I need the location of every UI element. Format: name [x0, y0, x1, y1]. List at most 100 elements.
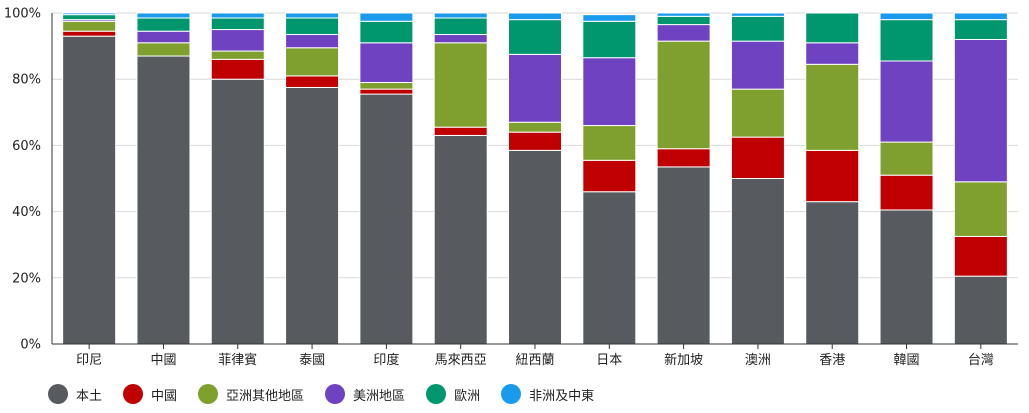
- bar-segment: [805, 42, 860, 65]
- legend-item: 美洲地區: [325, 384, 405, 404]
- bar-segment: [656, 40, 711, 150]
- bar-segment: [433, 17, 488, 36]
- bar-segment: [953, 12, 1008, 21]
- bar-segment: [136, 30, 191, 44]
- bar-segment: [433, 34, 488, 44]
- legend-item: 本土: [48, 384, 102, 404]
- bar-segment: [285, 17, 340, 36]
- legend-item: 中國: [123, 384, 177, 404]
- bar-segment: [285, 47, 340, 77]
- legend-swatch: [48, 384, 68, 404]
- bar-segment: [508, 131, 562, 151]
- bar-segment: [953, 235, 1008, 277]
- bar-segment: [730, 12, 785, 17]
- bar-segment: [805, 201, 860, 345]
- bar-segment: [730, 88, 785, 138]
- bar-segment: [805, 63, 860, 151]
- bar-segment: [730, 40, 785, 90]
- bar-segment: [508, 19, 562, 55]
- bar-segment: [359, 20, 414, 44]
- bar-segment: [582, 159, 637, 193]
- x-tick-label: 新加坡: [664, 352, 703, 368]
- x-tick-label: 韓國: [894, 353, 920, 368]
- bar-segment: [62, 20, 117, 32]
- legend-swatch: [198, 384, 219, 404]
- legend-label: 中國: [151, 388, 178, 404]
- bar-segment: [953, 181, 1008, 237]
- bar-segment: [285, 75, 340, 88]
- bar-segment: [62, 35, 117, 345]
- x-tick-label: 香港: [819, 353, 845, 368]
- y-tick-label: 0%: [20, 338, 41, 353]
- bar-segment: [730, 15, 785, 42]
- bar-segment: [656, 15, 711, 26]
- bar-segment: [508, 53, 562, 123]
- x-tick-label: 菲律賓: [218, 352, 257, 368]
- bar-segment: [582, 191, 637, 345]
- y-tick-label: 20%: [12, 271, 41, 286]
- bar-segment: [210, 78, 265, 345]
- bar-segment: [805, 149, 860, 203]
- x-tick-label: 中國: [150, 353, 176, 368]
- bar-segment: [582, 14, 637, 22]
- bar-segment: [62, 14, 117, 21]
- bar-segment: [879, 174, 934, 211]
- bar-segment: [433, 12, 488, 19]
- legend-label: 本土: [76, 388, 103, 404]
- bar-segment: [656, 148, 711, 168]
- bar-segment: [953, 38, 1008, 183]
- bar-segment: [730, 178, 785, 345]
- y-tick-label: 40%: [12, 205, 41, 220]
- legend-item: 非洲及中東: [501, 384, 594, 404]
- legend-label: 美洲地區: [353, 388, 406, 404]
- x-tick-label: 印尼: [76, 353, 102, 368]
- y-tick-label: 60%: [12, 139, 41, 154]
- legend-swatch: [501, 384, 522, 404]
- bar-segment: [582, 57, 637, 127]
- bar-segment: [582, 20, 637, 59]
- legend-label: 歐洲: [454, 388, 481, 404]
- bar-segment: [359, 42, 414, 84]
- bar-segment: [136, 17, 191, 32]
- bar-segment: [879, 209, 934, 345]
- x-tick-label: 澳洲: [745, 352, 771, 368]
- bar-segment: [582, 125, 637, 161]
- bar-segment: [62, 12, 117, 16]
- bar-segment: [433, 126, 488, 136]
- x-tick-label: 泰國: [299, 353, 325, 368]
- bar-segment: [210, 29, 265, 52]
- x-tick-label: 紐西蘭: [515, 352, 554, 368]
- bar-segment: [210, 17, 265, 31]
- bar-segment: [433, 42, 488, 128]
- legend-item: 亞洲其他地區: [198, 384, 304, 404]
- bar-segment: [508, 12, 562, 21]
- bar-segment: [62, 30, 117, 37]
- bar-segment: [285, 34, 340, 49]
- bars: [62, 12, 1008, 345]
- legend-swatch: [325, 384, 346, 404]
- legend-swatch: [426, 384, 447, 404]
- bar-segment: [879, 141, 934, 176]
- legend-label: 亞洲其他地區: [226, 388, 305, 404]
- bar-segment: [656, 24, 711, 42]
- x-tick-label: 印度: [373, 352, 399, 368]
- bar-segment: [136, 12, 191, 19]
- bar-segment: [359, 93, 414, 345]
- x-axis-ticks: 印尼 中國 菲律賓 泰國 印度 馬來西亞 紐西蘭 日本 新加坡 澳洲 香港 韓國 台灣: [76, 344, 994, 368]
- bar-segment: [136, 55, 191, 345]
- bar-segment: [285, 86, 340, 345]
- y-axis-ticks: 0% 20% 40% 60% 80% 100%: [4, 7, 41, 353]
- legend-swatch: [123, 384, 144, 404]
- bar-segment: [879, 60, 934, 143]
- x-tick-label: 馬來西亞: [435, 353, 487, 368]
- bar-segment: [730, 136, 785, 179]
- bar-segment: [879, 19, 934, 62]
- x-tick-label: 日本: [596, 353, 622, 368]
- bar-segment: [656, 12, 711, 17]
- bar-segment: [953, 19, 1008, 40]
- bar-segment: [805, 12, 860, 44]
- legend: 本土 中國 亞洲其他地區 美洲地區 歐洲 非洲及中東: [48, 384, 615, 404]
- bar-segment: [210, 58, 265, 80]
- bar-segment: [879, 12, 934, 21]
